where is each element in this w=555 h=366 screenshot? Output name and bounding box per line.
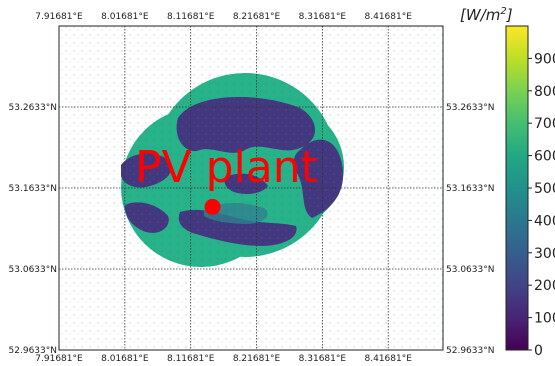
y-tick-labels-left: 53.2633°N 53.1633°N 53.0633°N 52.9633°N: [9, 103, 57, 356]
y-tick-label: 52.9633°N: [446, 346, 494, 356]
y-tick-label: 53.2633°N: [9, 103, 57, 113]
x-tick-label: 8.11681°E: [167, 12, 215, 22]
x-tick-label: 8.41681°E: [365, 12, 413, 22]
y-tick-label: 53.1633°N: [9, 184, 57, 194]
x-tick-labels-bottom: 7.91681°E 8.01681°E 8.11681°E 8.21681°E 8.31…: [35, 354, 412, 364]
colorbar-tick-label: 700: [534, 116, 555, 132]
colorbar-tick-label: 900: [534, 51, 555, 67]
x-tick-label: 7.91681°E: [35, 354, 83, 364]
colorbar-tick-label: 600: [534, 149, 555, 165]
y-tick-label: 53.0633°N: [446, 265, 494, 275]
colorbar: [505, 25, 529, 351]
x-tick-label: 8.31681°E: [299, 354, 347, 364]
y-tick-labels-right: 53.2633°N 53.1633°N 53.0633°N 52.9633°N: [446, 103, 494, 356]
y-tick-label: 53.1633°N: [446, 184, 494, 194]
x-tick-label: 7.91681°E: [35, 12, 83, 22]
y-tick-label: 52.9633°N: [9, 346, 57, 356]
colorbar-ticks: 0 100 200 300 400 500 600 700 800 900: [528, 51, 555, 359]
x-tick-label: 8.01681°E: [101, 12, 149, 22]
irradiance-field: [59, 26, 443, 350]
colorbar-tick-label: 800: [534, 84, 555, 100]
grid-lines: [59, 26, 443, 350]
y-tick-label: 53.2633°N: [446, 103, 494, 113]
colorbar-tick-label: 300: [534, 246, 555, 262]
colorbar-tick-label: 0: [534, 343, 543, 359]
colorbar-tick-label: 400: [534, 213, 555, 229]
x-tick-label: 8.31681°E: [299, 12, 347, 22]
x-tick-labels-top: 7.91681°E 8.01681°E 8.11681°E 8.21681°E 8.31…: [35, 12, 412, 22]
x-tick-label: 8.21681°E: [233, 12, 281, 22]
x-tick-label: 8.41681°E: [365, 354, 413, 364]
colorbar-tick-label: 500: [534, 181, 555, 197]
x-tick-label: 8.11681°E: [167, 354, 215, 364]
colorbar-tick-label: 200: [534, 278, 555, 294]
pv-plant-label: PV plant: [135, 142, 318, 193]
y-tick-label: 53.0633°N: [9, 265, 57, 275]
x-tick-label: 8.01681°E: [101, 354, 149, 364]
colorbar-tick-label: 100: [534, 311, 555, 327]
x-tick-label: 8.21681°E: [233, 354, 281, 364]
plot-frame: [58, 25, 444, 351]
colorbar-unit-label: [W/m2]: [460, 6, 513, 24]
colorbar-unit-exponent: 2: [500, 6, 506, 17]
pv-plant-marker: [204, 198, 221, 215]
